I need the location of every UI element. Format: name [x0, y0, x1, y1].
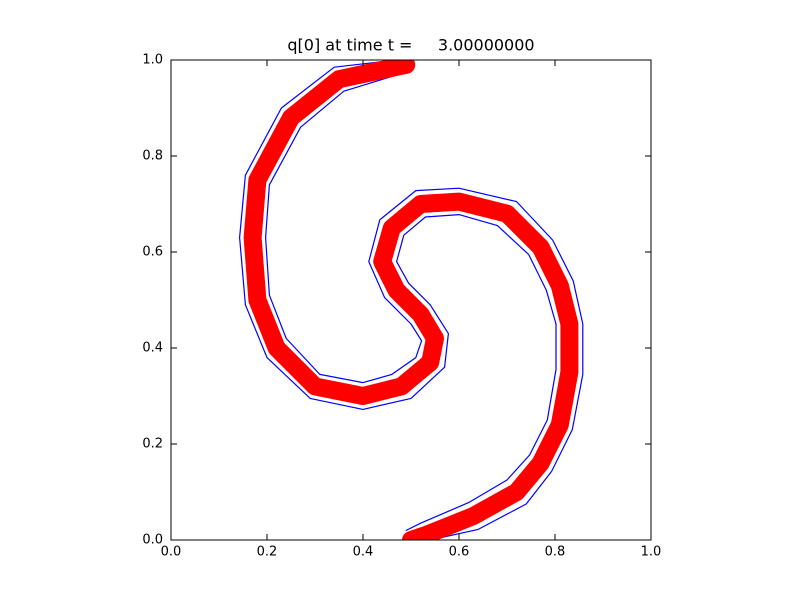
y-tick-label: 0.6: [142, 245, 163, 260]
y-tick-label: 0.0: [142, 533, 163, 548]
x-tick-label: 0.6: [449, 545, 470, 560]
y-tick-label: 0.2: [142, 437, 163, 452]
x-tick-label: 0.8: [545, 545, 566, 560]
y-tick-label: 1.0: [142, 53, 163, 68]
x-tick-label: 0.2: [257, 545, 278, 560]
y-tick-label: 0.8: [142, 149, 163, 164]
contour-line: [265, 71, 584, 540]
x-tick-label: 1.0: [641, 545, 662, 560]
x-tick-label: 0.4: [353, 545, 374, 560]
y-tick-label: 0.4: [142, 341, 163, 356]
x-tick-label: 0.0: [161, 545, 182, 560]
chart-title: q[0] at time t = 3.00000000: [287, 36, 534, 55]
plot-frame: [170, 59, 652, 541]
contour-line: [239, 60, 557, 531]
solution-curve: [243, 60, 579, 540]
